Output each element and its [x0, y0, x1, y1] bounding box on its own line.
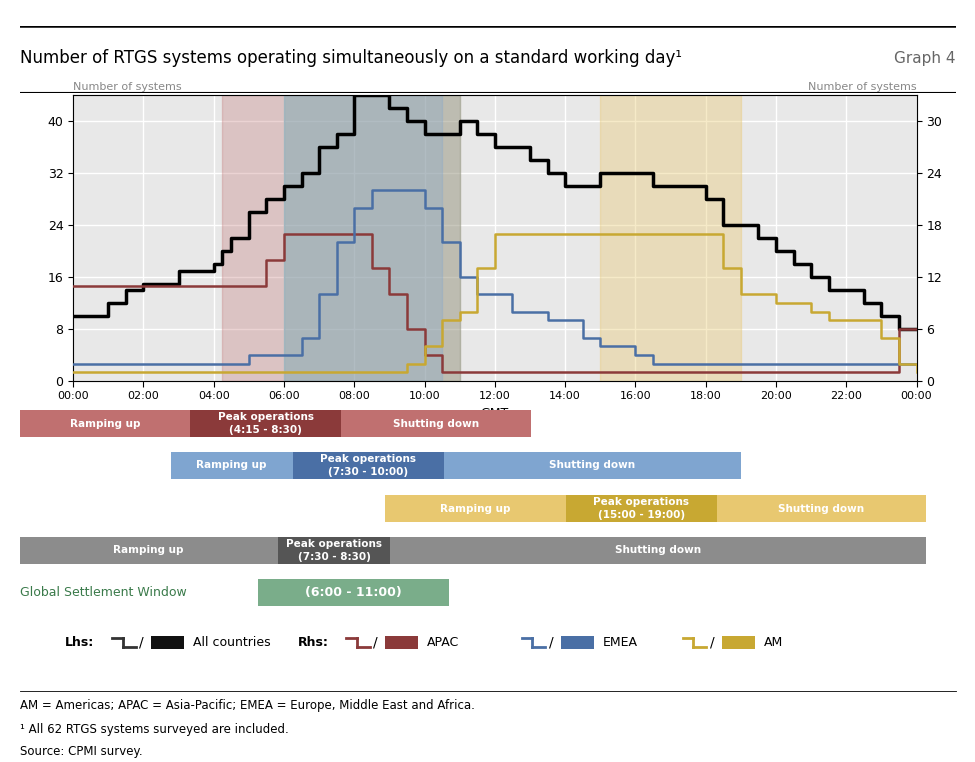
Text: Ramping up: Ramping up — [440, 504, 511, 514]
Bar — [20, 536, 278, 564]
Bar — [292, 452, 444, 479]
Text: (4:15 - 8:30): (4:15 - 8:30) — [229, 425, 302, 435]
Bar — [151, 636, 184, 648]
Text: AM = Americas; APAC = Asia-Pacific; EMEA = Europe, Middle East and Africa.: AM = Americas; APAC = Asia-Pacific; EMEA… — [20, 700, 475, 712]
Bar — [190, 410, 341, 437]
Text: Shutting down: Shutting down — [615, 546, 701, 555]
Text: Rhs:: Rhs: — [297, 636, 329, 649]
Text: Ramping up: Ramping up — [196, 460, 267, 470]
Text: /: / — [549, 636, 554, 649]
Bar — [566, 495, 717, 522]
Bar — [385, 636, 418, 648]
Text: Peak operations: Peak operations — [320, 453, 416, 464]
Text: Shutting down: Shutting down — [393, 418, 480, 428]
Bar — [717, 495, 926, 522]
Bar — [390, 536, 926, 564]
Text: EMEA: EMEA — [603, 636, 638, 649]
Bar — [601, 95, 741, 381]
Text: Shutting down: Shutting down — [778, 504, 865, 514]
X-axis label: GMT: GMT — [481, 407, 509, 420]
Text: (7:30 - 8:30): (7:30 - 8:30) — [297, 552, 370, 562]
Text: Lhs:: Lhs: — [65, 636, 95, 649]
Text: Shutting down: Shutting down — [549, 460, 636, 470]
Text: (15:00 - 19:00): (15:00 - 19:00) — [598, 510, 684, 520]
Text: /: / — [139, 636, 144, 649]
Text: (6:00 - 11:00): (6:00 - 11:00) — [305, 586, 402, 599]
Text: Number of systems: Number of systems — [808, 82, 916, 92]
Bar — [284, 95, 442, 381]
Bar — [222, 95, 459, 381]
Text: APAC: APAC — [427, 636, 459, 649]
Text: Global Settlement Window: Global Settlement Window — [20, 586, 186, 599]
Text: Peak operations: Peak operations — [593, 497, 689, 507]
Text: (7:30 - 10:00): (7:30 - 10:00) — [328, 466, 409, 477]
Text: Ramping up: Ramping up — [69, 418, 140, 428]
Bar — [341, 410, 531, 437]
Bar — [171, 452, 292, 479]
Text: /: / — [710, 636, 715, 649]
Text: Peak operations: Peak operations — [286, 539, 382, 549]
Bar — [444, 452, 741, 479]
Text: Ramping up: Ramping up — [113, 546, 184, 555]
Bar — [278, 536, 390, 564]
Bar — [722, 636, 755, 648]
Bar — [385, 495, 566, 522]
Bar — [20, 410, 190, 437]
Text: Peak operations: Peak operations — [217, 412, 314, 422]
Bar — [561, 636, 594, 648]
Text: Graph 4: Graph 4 — [894, 50, 956, 66]
Text: AM: AM — [763, 636, 783, 649]
Text: All countries: All countries — [193, 636, 271, 649]
Bar — [284, 95, 459, 381]
Bar — [258, 579, 448, 607]
Text: Number of systems: Number of systems — [73, 82, 181, 92]
Text: Source: CPMI survey.: Source: CPMI survey. — [20, 744, 142, 757]
Text: /: / — [373, 636, 378, 649]
Text: ¹ All 62 RTGS systems surveyed are included.: ¹ All 62 RTGS systems surveyed are inclu… — [20, 723, 289, 736]
Text: Number of RTGS systems operating simultaneously on a standard working day¹: Number of RTGS systems operating simulta… — [20, 49, 682, 67]
